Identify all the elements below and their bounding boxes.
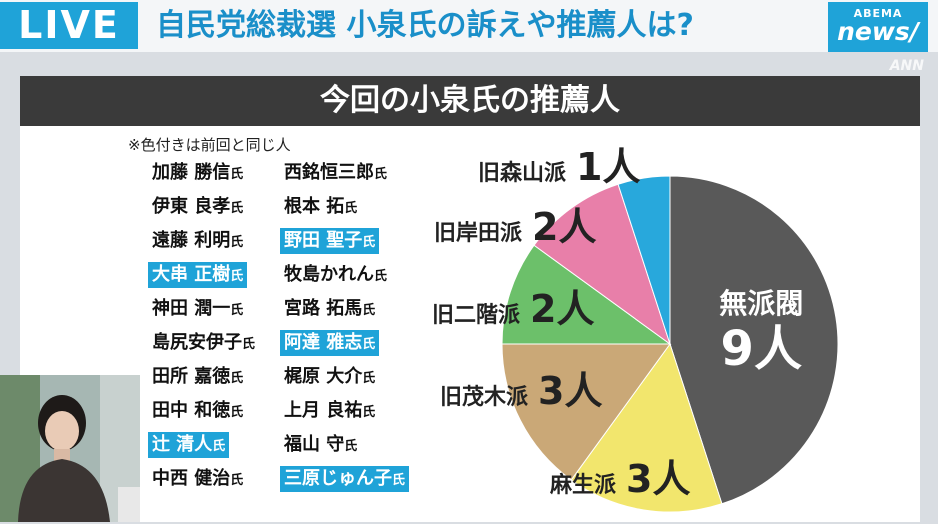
pie-label: 旧岸田派 2人 <box>434 196 596 251</box>
honorific-suffix: 氏 <box>230 269 244 284</box>
recommender-name-text: 牧島かれん <box>284 264 374 285</box>
pie-label: 旧森山派 1人 <box>478 136 640 191</box>
recommenders-card: 今回の小泉氏の推薦人 ※色付きは前回と同じ人 加藤 勝信氏 西銘恒三郎氏 伊東 良孝… <box>20 76 920 522</box>
honorific-suffix: 氏 <box>230 201 244 216</box>
honorific-suffix: 氏 <box>230 473 244 488</box>
honorific-suffix: 氏 <box>212 439 226 454</box>
recommender-name-text: 島尻安伊子 <box>152 332 242 353</box>
recommender-name-text: 中西 健治 <box>152 468 231 489</box>
highlight-note: ※色付きは前回と同じ人 <box>128 136 291 154</box>
honorific-suffix: 氏 <box>362 371 376 386</box>
recommender-name-text: 遠藤 利明 <box>152 230 231 251</box>
pie-label: 麻生派 3人 <box>550 448 690 503</box>
abema-news-logo: ABEMA news/ <box>828 2 928 52</box>
slice-label: 麻生派 <box>550 473 617 498</box>
logo-bottom-text: news/ <box>837 17 919 46</box>
recommender-name: 神田 潤一氏 <box>148 296 247 322</box>
recommender-name: 伊東 良孝氏 <box>148 194 247 220</box>
pie-label: 旧茂木派 3人 <box>440 360 602 415</box>
card-title: 今回の小泉氏の推薦人 <box>20 76 920 126</box>
recommender-name-text: 福山 守 <box>284 434 345 455</box>
honorific-suffix: 氏 <box>374 269 388 284</box>
honorific-suffix: 氏 <box>230 167 244 182</box>
recommender-name-text: 根本 拓 <box>284 196 345 217</box>
slice-value: 2人 <box>530 287 595 331</box>
presenter-video <box>0 375 140 522</box>
recommender-name: 阿達 雅志氏 <box>280 330 380 356</box>
recommender-name-text: 田中 和徳 <box>152 400 231 421</box>
recommender-name-text: 野田 聖子 <box>284 230 363 251</box>
slice-value: 3人 <box>538 369 603 413</box>
pie-slice <box>570 342 723 513</box>
recommender-name: 牧島かれん氏 <box>280 262 391 288</box>
honorific-suffix: 氏 <box>230 235 244 250</box>
honorific-suffix: 氏 <box>344 439 358 454</box>
slice-value: 1人 <box>576 145 641 189</box>
slice-label: 旧森山派 <box>478 161 567 186</box>
ann-watermark: ANN <box>889 58 924 74</box>
recommender-name: 梶原 大介氏 <box>280 364 379 390</box>
live-badge: LIVE <box>0 2 138 49</box>
recommender-name: 大串 正樹氏 <box>148 262 248 288</box>
pie-label-inside: 無派閥 9人 <box>706 282 816 376</box>
headline: 自民党総裁選 小泉氏の訴えや推薦人は? <box>156 8 694 43</box>
slice-value: 9人 <box>720 320 802 377</box>
recommender-name: 三原じゅん子氏 <box>280 466 410 492</box>
recommender-name-text: 梶原 大介 <box>284 366 363 387</box>
recommender-name-text: 大串 正樹 <box>152 264 231 285</box>
recommender-name: 宮路 拓馬氏 <box>280 296 379 322</box>
pie-slice <box>501 343 671 481</box>
honorific-suffix: 氏 <box>362 405 376 420</box>
pie-slice <box>533 183 671 346</box>
recommender-name: 西銘恒三郎氏 <box>280 160 391 186</box>
recommender-name: 加藤 勝信氏 <box>148 160 247 186</box>
recommender-name: 野田 聖子氏 <box>280 228 380 254</box>
honorific-suffix: 氏 <box>230 303 244 318</box>
honorific-suffix: 氏 <box>392 473 406 488</box>
slice-value: 2人 <box>532 205 597 249</box>
recommender-name-text: 田所 嘉徳 <box>152 366 231 387</box>
recommender-name-text: 伊東 良孝 <box>152 196 231 217</box>
honorific-suffix: 氏 <box>362 235 376 250</box>
slice-label: 旧岸田派 <box>434 221 523 246</box>
recommender-name: 遠藤 利明氏 <box>148 228 247 254</box>
slice-label: 旧二階派 <box>432 303 521 328</box>
recommender-name: 中西 健治氏 <box>148 466 247 492</box>
recommender-name-text: 宮路 拓馬 <box>284 298 363 319</box>
top-banner: LIVE 自民党総裁選 小泉氏の訴えや推薦人は? ABEMA news/ <box>0 0 938 52</box>
recommender-name-text: 辻 清人 <box>152 434 213 455</box>
recommender-name: 上月 良祐氏 <box>280 398 379 424</box>
recommender-name: 島尻安伊子氏 <box>148 330 259 356</box>
honorific-suffix: 氏 <box>242 337 256 352</box>
slice-label: 無派閥 <box>719 286 804 320</box>
recommender-name: 福山 守氏 <box>280 432 361 458</box>
recommender-name: 田所 嘉徳氏 <box>148 364 247 390</box>
pie-slice <box>669 175 839 505</box>
pie-label: 旧二階派 2人 <box>432 278 594 333</box>
honorific-suffix: 氏 <box>230 371 244 386</box>
pie-slice <box>501 244 672 345</box>
honorific-suffix: 氏 <box>362 337 376 352</box>
recommender-name: 田中 和徳氏 <box>148 398 247 424</box>
recommender-name-text: 西銘恒三郎 <box>284 162 374 183</box>
faction-pie-chart <box>501 175 839 513</box>
logo-top-text: ABEMA <box>853 7 903 20</box>
recommender-name: 根本 拓氏 <box>280 194 361 220</box>
honorific-suffix: 氏 <box>362 303 376 318</box>
pie-slice <box>617 175 671 345</box>
recommender-name-text: 神田 潤一 <box>152 298 231 319</box>
honorific-suffix: 氏 <box>230 405 244 420</box>
recommender-name: 辻 清人氏 <box>148 432 230 458</box>
recommender-name-text: 三原じゅん子 <box>284 468 392 489</box>
recommender-name-text: 加藤 勝信 <box>152 162 231 183</box>
honorific-suffix: 氏 <box>374 167 388 182</box>
recommender-name-text: 阿達 雅志 <box>284 332 363 353</box>
recommender-name-text: 上月 良祐 <box>284 400 363 421</box>
slice-value: 3人 <box>626 457 691 501</box>
honorific-suffix: 氏 <box>344 201 358 216</box>
slice-label: 旧茂木派 <box>440 385 529 410</box>
